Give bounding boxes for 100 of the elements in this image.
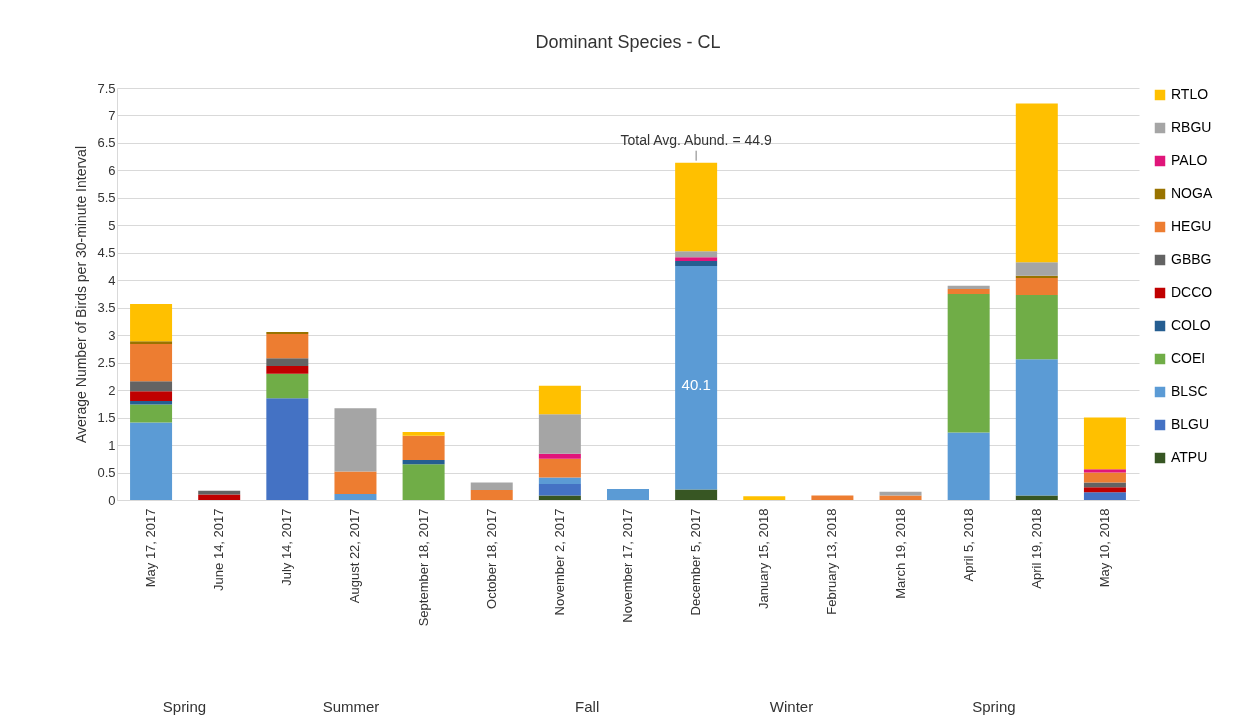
bar bbox=[538, 495, 581, 500]
y-tick-label: 2.5 bbox=[97, 355, 116, 371]
text: Spring bbox=[162, 698, 207, 715]
bar bbox=[1083, 492, 1126, 500]
x-tick-label: November 2, 2017 bbox=[551, 508, 567, 616]
y-tick-label: 6 bbox=[108, 162, 116, 178]
x-tick-label: April 5, 2018 bbox=[960, 508, 976, 582]
y-tick-label: 3 bbox=[108, 327, 116, 343]
bar bbox=[470, 482, 513, 491]
x-tick-label: February 13, 2018 bbox=[824, 508, 840, 615]
bar bbox=[879, 491, 922, 496]
x-tick-label: May 10, 2018 bbox=[1096, 508, 1112, 588]
y-tick-label: 6.5 bbox=[97, 135, 116, 151]
y-tick-label: 3.5 bbox=[97, 300, 116, 316]
x-tick-label: March 19, 2018 bbox=[892, 508, 908, 599]
bar bbox=[675, 251, 718, 258]
bar bbox=[334, 493, 377, 500]
bar bbox=[538, 477, 581, 485]
bar bbox=[811, 495, 854, 500]
x-tick-label: January 15, 2018 bbox=[756, 508, 772, 609]
bar bbox=[1015, 103, 1058, 263]
bar bbox=[1015, 359, 1058, 496]
bar bbox=[1083, 472, 1126, 483]
bar bbox=[266, 398, 309, 500]
bar bbox=[130, 303, 173, 342]
y-tick-label: 1.5 bbox=[97, 410, 116, 426]
y-tick-label: 0 bbox=[108, 492, 116, 508]
bar bbox=[198, 490, 241, 495]
legend-label: BLSC bbox=[1171, 383, 1208, 399]
bar bbox=[266, 331, 309, 335]
bar bbox=[266, 334, 309, 359]
bar bbox=[266, 358, 309, 366]
bar bbox=[675, 265, 718, 490]
x-tick-label: December 5, 2017 bbox=[688, 508, 704, 616]
bar bbox=[675, 257, 718, 262]
legend-label: RBGU bbox=[1171, 119, 1212, 135]
bar bbox=[198, 494, 241, 500]
bar bbox=[538, 385, 581, 415]
bar bbox=[947, 294, 990, 433]
bar bbox=[675, 489, 718, 500]
annotation: 40.1 bbox=[681, 375, 711, 393]
text: Winter bbox=[769, 698, 814, 715]
y-axis-title: Average Number of Birds per 30-minute Interval bbox=[73, 146, 90, 443]
bar bbox=[1015, 275, 1058, 279]
bar bbox=[879, 495, 922, 500]
bar bbox=[402, 464, 445, 500]
bar bbox=[266, 365, 309, 374]
legend-label: COLO bbox=[1171, 317, 1211, 333]
bar bbox=[947, 285, 990, 290]
text: Summer bbox=[322, 698, 380, 715]
bar bbox=[130, 404, 173, 423]
bar bbox=[1083, 482, 1126, 488]
x-tick-label: April 19, 2018 bbox=[1028, 508, 1044, 589]
legend-label: GBBG bbox=[1171, 251, 1212, 267]
bar bbox=[470, 490, 513, 500]
bar bbox=[130, 391, 173, 402]
bar bbox=[538, 458, 581, 478]
legend-label: ATPU bbox=[1171, 449, 1208, 465]
bar bbox=[1015, 295, 1058, 360]
bar bbox=[402, 435, 445, 460]
x-tick-label: September 18, 2017 bbox=[415, 508, 431, 627]
bar bbox=[402, 459, 445, 465]
x-tick-label: July 14, 2017 bbox=[279, 508, 295, 586]
x-tick-label: May 17, 2017 bbox=[143, 508, 159, 588]
annotation: Total Avg. Abund. = 44.9 bbox=[620, 131, 772, 148]
bar bbox=[130, 381, 173, 392]
x-tick-label: June 14, 2017 bbox=[211, 508, 227, 591]
bar bbox=[1083, 469, 1126, 473]
bar bbox=[130, 401, 173, 405]
y-tick-label: 0.5 bbox=[97, 465, 116, 481]
bar bbox=[607, 489, 649, 500]
bar bbox=[1015, 495, 1058, 500]
bar bbox=[947, 432, 990, 500]
x-tick-label: October 18, 2017 bbox=[483, 508, 499, 609]
text: Spring bbox=[972, 698, 1016, 715]
bar bbox=[1015, 278, 1058, 296]
y-tick-label: 7.5 bbox=[97, 80, 116, 96]
y-tick-label: 2 bbox=[108, 382, 116, 398]
legend-label: HEGU bbox=[1171, 218, 1212, 234]
legend-label: BLGU bbox=[1171, 416, 1210, 432]
legend-label: NOGA bbox=[1171, 185, 1213, 201]
text: Fall bbox=[575, 698, 600, 715]
y-tick-label: 1 bbox=[108, 437, 116, 453]
bar bbox=[743, 496, 786, 500]
bar bbox=[130, 343, 173, 382]
bar bbox=[538, 414, 581, 454]
legend-label: RTLO bbox=[1171, 86, 1209, 102]
bar bbox=[1083, 487, 1126, 493]
bar bbox=[266, 373, 309, 399]
bar bbox=[334, 471, 377, 494]
y-tick-label: 5.5 bbox=[97, 190, 116, 206]
bar bbox=[538, 453, 581, 459]
bar bbox=[675, 162, 718, 252]
bar bbox=[130, 422, 173, 500]
bar bbox=[402, 431, 445, 436]
bar bbox=[130, 341, 173, 344]
bar bbox=[538, 484, 581, 496]
x-tick-label: November 17, 2017 bbox=[620, 508, 635, 623]
legend-label: PALO bbox=[1171, 152, 1208, 168]
y-tick-label: 4.5 bbox=[97, 245, 116, 261]
